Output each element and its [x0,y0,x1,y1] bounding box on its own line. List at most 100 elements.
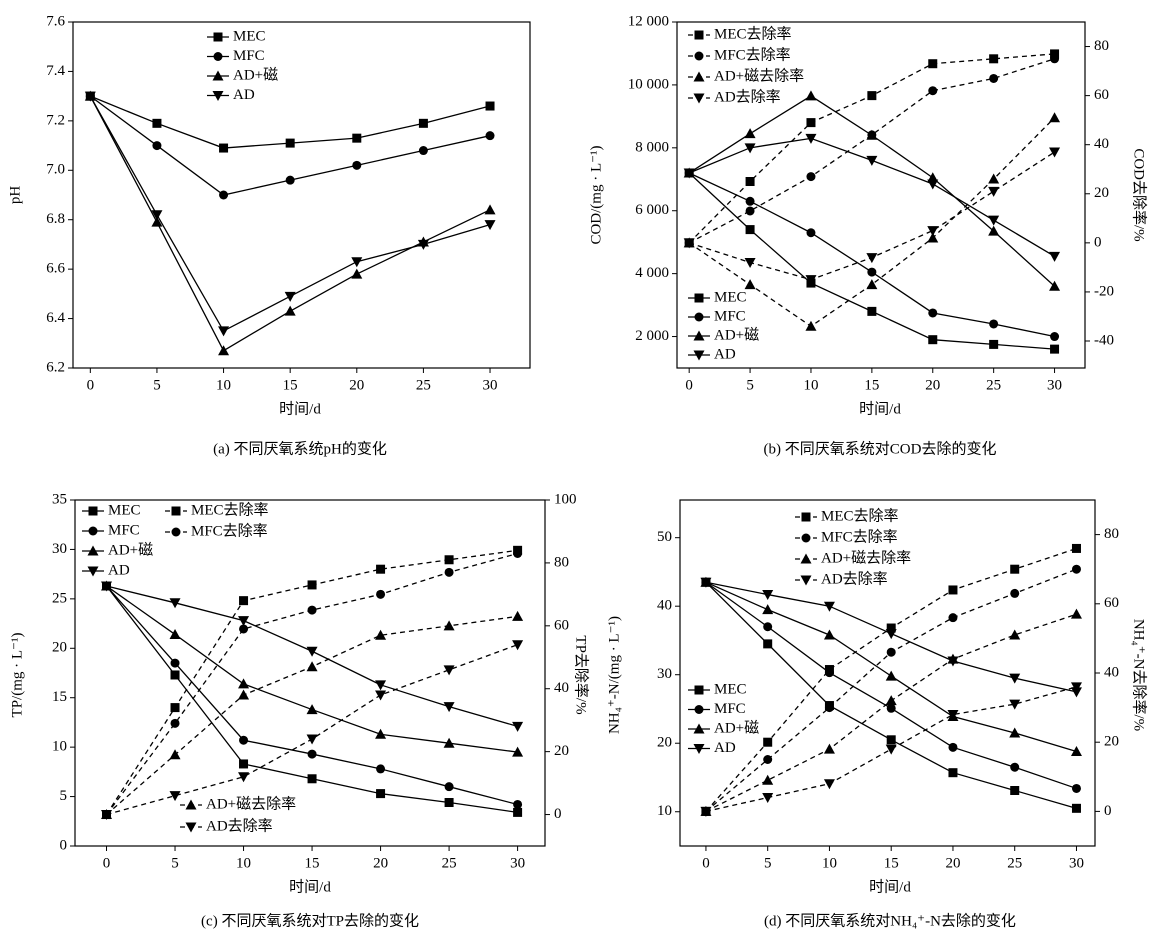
data-point [238,772,250,783]
series-line [705,581,1077,790]
legend-marker [694,685,704,695]
data-point [885,744,897,755]
data-point [306,646,318,657]
y2-tick-label: 0 [554,806,562,822]
y2-axis-label: COD去除率/% [1131,148,1148,241]
data-point [867,130,877,140]
data-point [484,204,496,215]
data-point [152,118,162,128]
legend-marker [694,51,704,61]
y-tick-label: 20 [657,735,672,751]
x-tick-label: 10 [822,855,837,871]
data-point [418,118,428,128]
data-point [444,798,454,808]
data-point [512,640,524,651]
y-tick-label: 10 [52,739,67,755]
data-point [806,228,816,238]
x-tick-label: 10 [803,377,818,393]
caption: (d) 不同厌氧系统对NH₄⁺-N去除的变化 [764,912,1016,929]
y-tick-label: 2 000 [635,328,669,344]
y-tick-label: 8 000 [635,139,669,155]
data-point [886,703,896,713]
data-point [351,257,363,268]
data-point [169,791,181,802]
data-point [823,743,835,754]
legend-marker [693,723,705,734]
data-point [1010,564,1020,574]
legend-marker [694,312,704,322]
data-point [948,613,958,623]
y-tick-label: 7.6 [46,13,65,29]
legend-marker [185,822,197,833]
series-line [106,615,518,816]
data-point [418,146,428,156]
y-tick-label: 10 [657,803,672,819]
y2-tick-label: -20 [1094,283,1114,299]
y2-tick-label: 20 [554,743,569,759]
data-point [306,734,318,745]
data-point [444,555,454,565]
data-point [1010,786,1020,796]
data-point [823,601,835,612]
legend-label: MEC [714,681,747,697]
data-point [763,737,773,747]
x-tick-label: 5 [764,855,772,871]
y-axis-label: TP/(mg · L⁻¹) [9,633,25,718]
y-axis-label: COD/(mg · L⁻¹) [588,145,604,244]
y-tick-label: 6.2 [46,359,65,375]
data-point [306,704,318,715]
legend-label: AD+磁 [714,719,759,736]
data-point [238,616,250,627]
legend-marker [801,533,811,543]
y2-tick-label: 0 [1094,234,1102,250]
data-point [885,670,897,681]
x-tick-label: 0 [702,855,710,871]
data-point [683,238,695,249]
y2-tick-label: -40 [1094,332,1114,348]
legend-marker [212,91,224,101]
data-point [444,782,454,792]
data-point [928,86,938,96]
data-point [1050,344,1060,354]
data-point [683,168,695,179]
y2-axis-label: NH₄⁺-N去除率/% [1131,619,1148,731]
data-point [376,564,386,574]
data-point [867,91,877,101]
data-point [1050,54,1060,64]
legend-label: AD [714,740,736,756]
data-point [988,225,1000,236]
data-point [285,175,295,185]
y-tick-label: 5 [60,788,68,804]
data-point [763,639,773,649]
data-point [1010,588,1020,598]
data-point [744,128,756,139]
legend-marker [693,744,705,754]
y2-tick-label: 60 [1104,595,1119,611]
data-point [927,226,939,237]
y2-tick-label: 40 [1094,136,1109,152]
data-point [1049,251,1061,262]
data-point [170,658,180,668]
data-point [307,774,317,784]
legend-label: MFC [108,522,140,538]
data-point [169,628,181,639]
legend-marker [800,553,812,564]
plot-frame [676,21,1086,369]
data-point [700,577,712,588]
data-point [866,279,878,290]
y-tick-label: 30 [657,666,672,682]
data-point [485,101,495,111]
y-tick-label: 6.4 [46,310,65,326]
data-point [1009,727,1021,738]
data-point [1070,608,1082,619]
legend-label: AD去除率 [206,817,273,834]
data-point [219,190,229,200]
data-point [485,131,495,141]
legend-marker [693,93,705,104]
legend-marker [88,506,98,516]
y2-axis-label: TP去除率/% [573,635,590,714]
data-point [84,91,96,102]
x-tick-label: 30 [483,377,498,393]
data-point [867,306,877,316]
x-axis-label: 时间/d [869,878,911,895]
